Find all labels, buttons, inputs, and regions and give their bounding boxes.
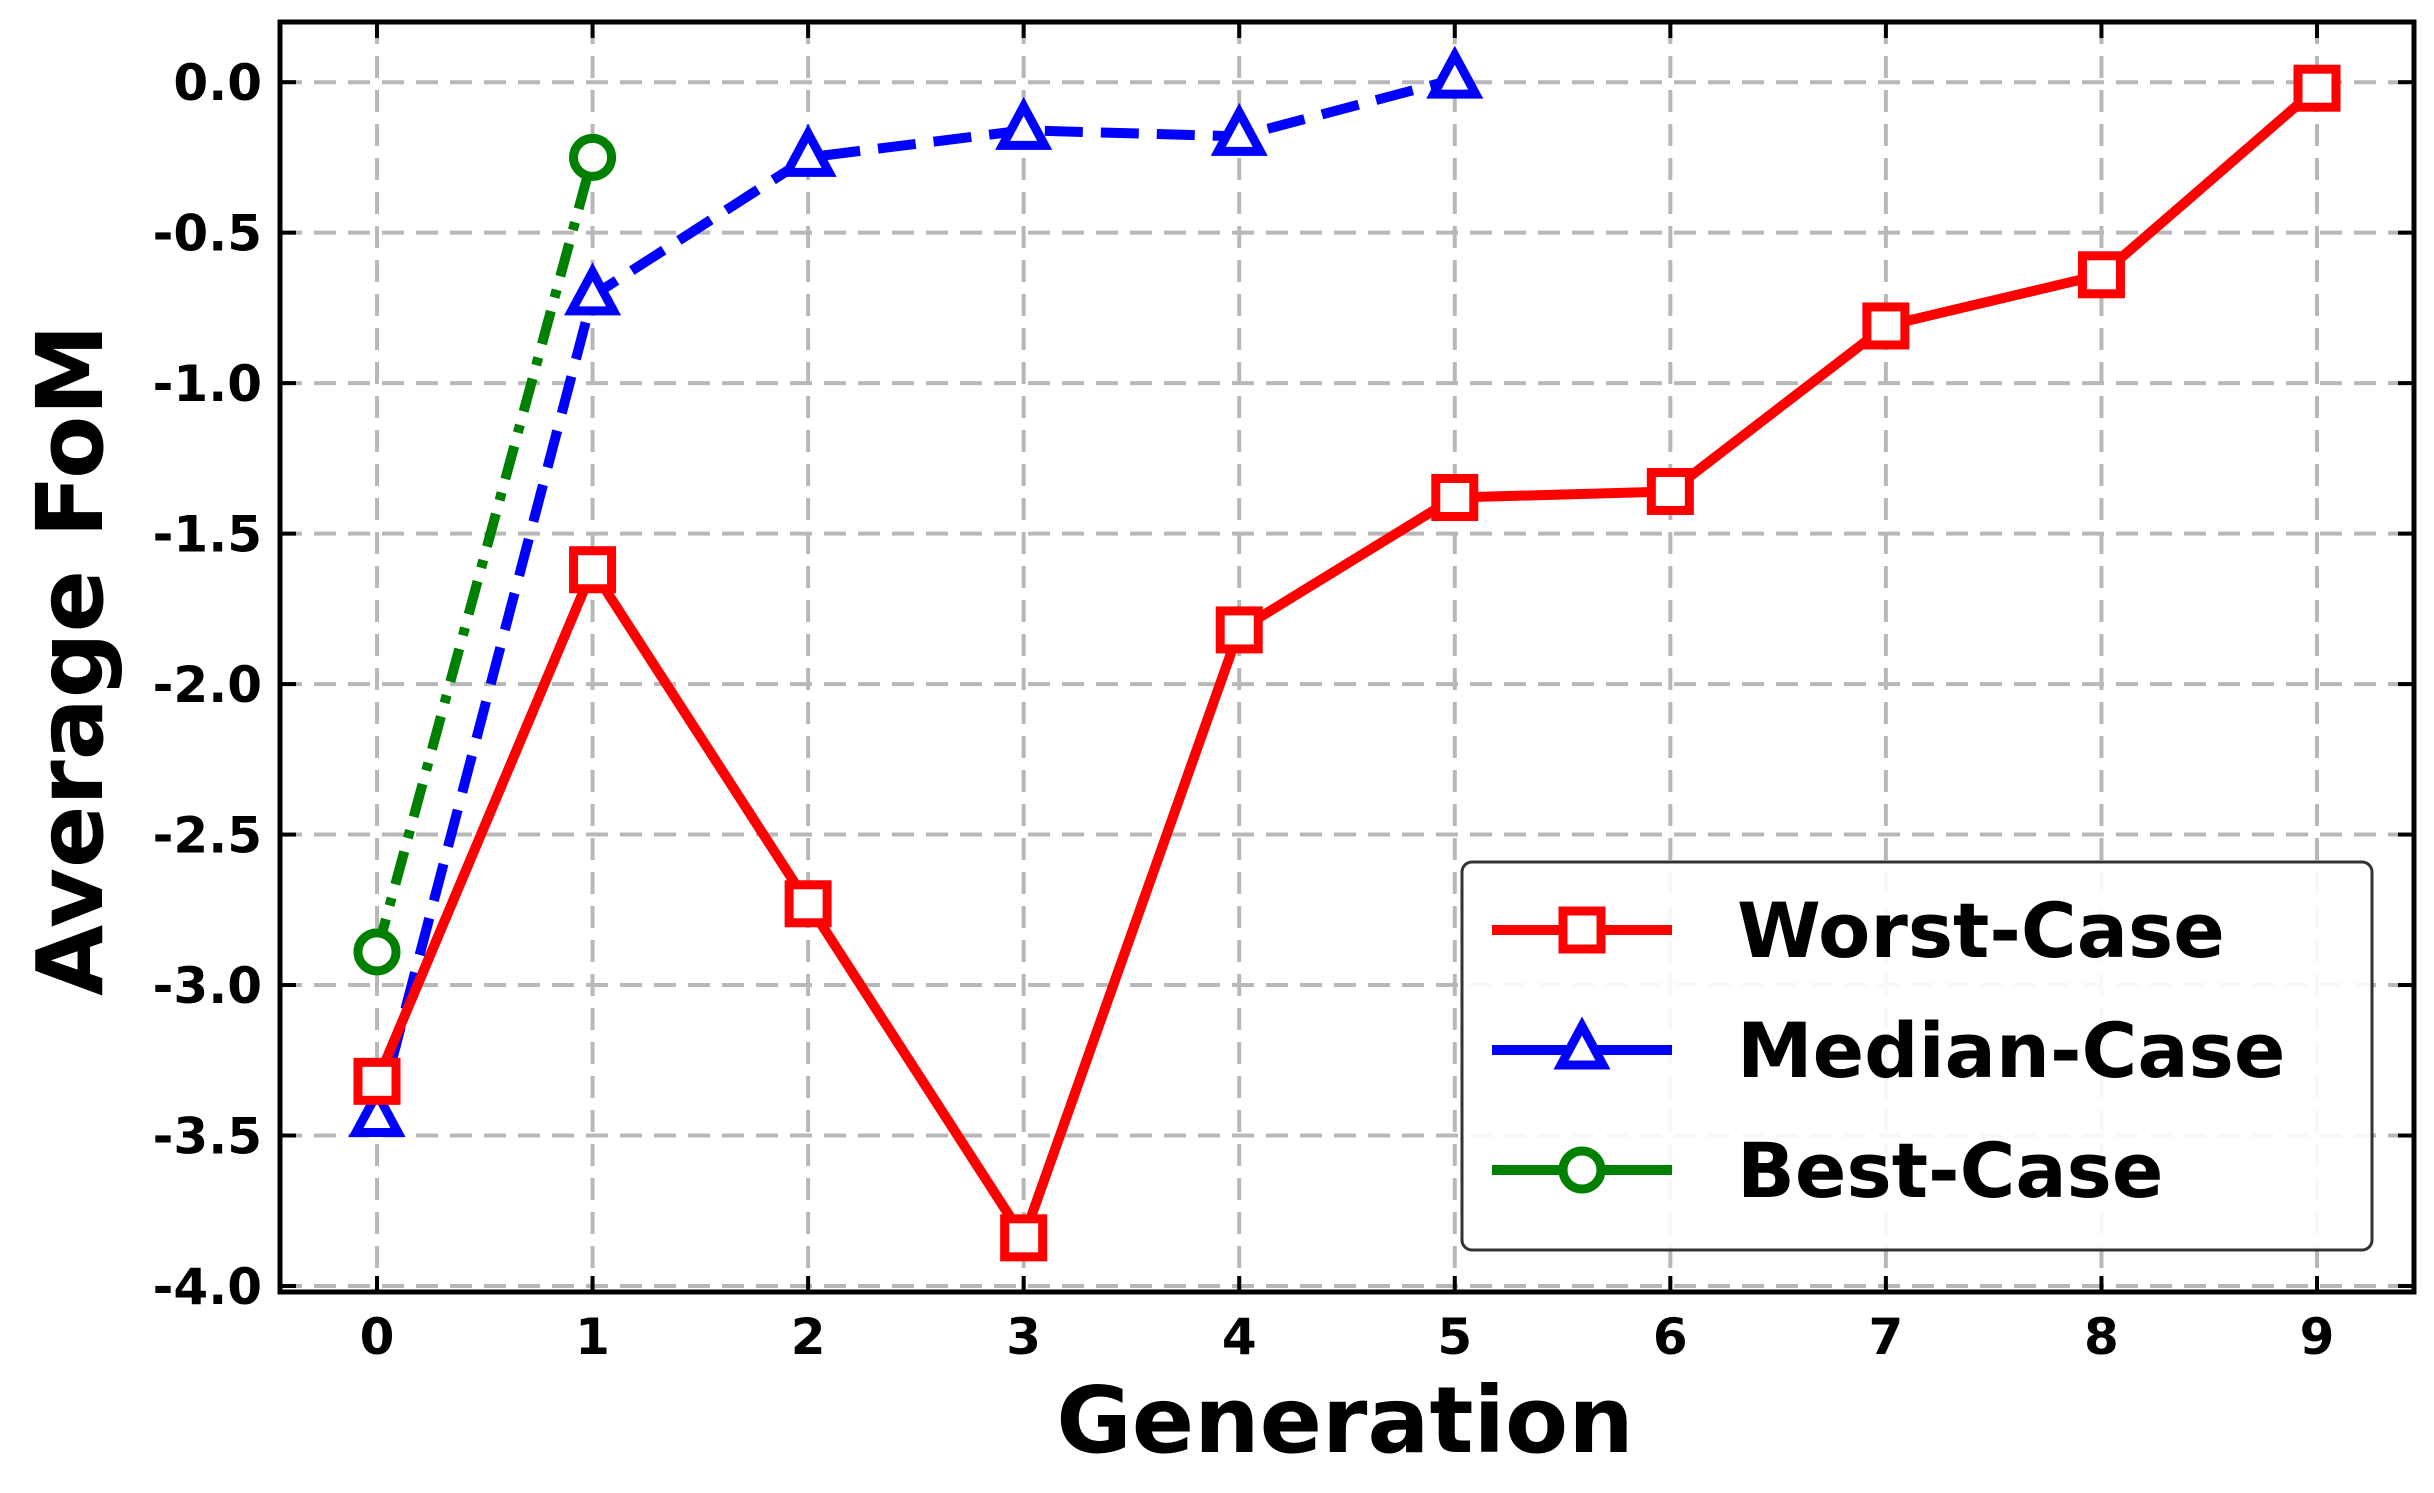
y-tick-label: -2.0 (153, 656, 262, 714)
legend-marker-worst-case (1558, 906, 1606, 954)
y-tick-label: 0.0 (173, 54, 262, 112)
tick-labels: 0 1 2 3 4 5 6 7 8 9 0.0 -0.5 -1.0 -1.5 -2.0 -2.5 -3.0 -3.… (153, 54, 2335, 1366)
x-tick-label: 2 (791, 1308, 826, 1366)
x-tick-label: 7 (1868, 1308, 1903, 1366)
x-tick-label: 9 (2300, 1308, 2335, 1366)
x-tick-label: 3 (1006, 1308, 1041, 1366)
point-worst-case (1215, 606, 1263, 654)
y-tick-label: -3.0 (153, 957, 262, 1015)
x-tick-label: 4 (1222, 1308, 1257, 1366)
legend-marker-best-case (1558, 1146, 1606, 1194)
point-worst-case (2077, 251, 2125, 299)
point-median-case (1210, 102, 1268, 156)
x-axis-title: Generation (1056, 1367, 1633, 1474)
point-worst-case (1431, 473, 1479, 521)
legend-label-worst-case: Worst-Case (1737, 886, 2225, 975)
point-median-case (564, 262, 622, 316)
y-tick-label: -1.5 (153, 506, 262, 564)
plot-frame (277, 19, 2417, 1295)
x-tick-label: 1 (575, 1308, 610, 1366)
y-tick-label: -2.5 (153, 807, 262, 865)
x-tick-label: 5 (1437, 1308, 1472, 1366)
point-worst-case (2293, 64, 2341, 112)
legend-label-median-case: Median-Case (1737, 1006, 2285, 1095)
point-worst-case (1862, 302, 1910, 350)
series-line-worst-case (372, 84, 2321, 1243)
axis-ticks (280, 22, 2414, 1292)
legend-label-best-case: Best-Case (1737, 1126, 2163, 1215)
y-axis-title: Average FoM (17, 324, 124, 996)
y-tick-label: -1.0 (153, 355, 262, 413)
x-tick-label: 0 (360, 1308, 395, 1366)
y-tick-label: -0.5 (153, 205, 262, 263)
point-median-case (1426, 45, 1484, 99)
point-worst-case (1646, 467, 1694, 515)
legend-box (1460, 860, 2374, 1252)
series-markers (348, 45, 2341, 1262)
point-worst-case (784, 880, 832, 928)
point-median-case (348, 1083, 406, 1137)
y-tick-label: -4.0 (153, 1258, 262, 1316)
point-median-case (995, 96, 1053, 150)
point-best-case (569, 133, 617, 181)
point-worst-case (353, 1057, 401, 1105)
x-tick-label: 8 (2084, 1308, 2119, 1366)
x-tick-label: 6 (1653, 1308, 1688, 1366)
y-tick-label: -3.5 (153, 1108, 262, 1166)
series-line-median-case (372, 74, 1457, 1119)
point-best-case (353, 928, 401, 976)
series-lines (372, 74, 2321, 1243)
point-worst-case (569, 546, 617, 594)
legend: Worst-Case Median-Case Best-Case (1460, 860, 2374, 1252)
legend-marker-median-case (1553, 1016, 1611, 1070)
point-worst-case (1000, 1214, 1048, 1262)
point-median-case (779, 123, 837, 177)
